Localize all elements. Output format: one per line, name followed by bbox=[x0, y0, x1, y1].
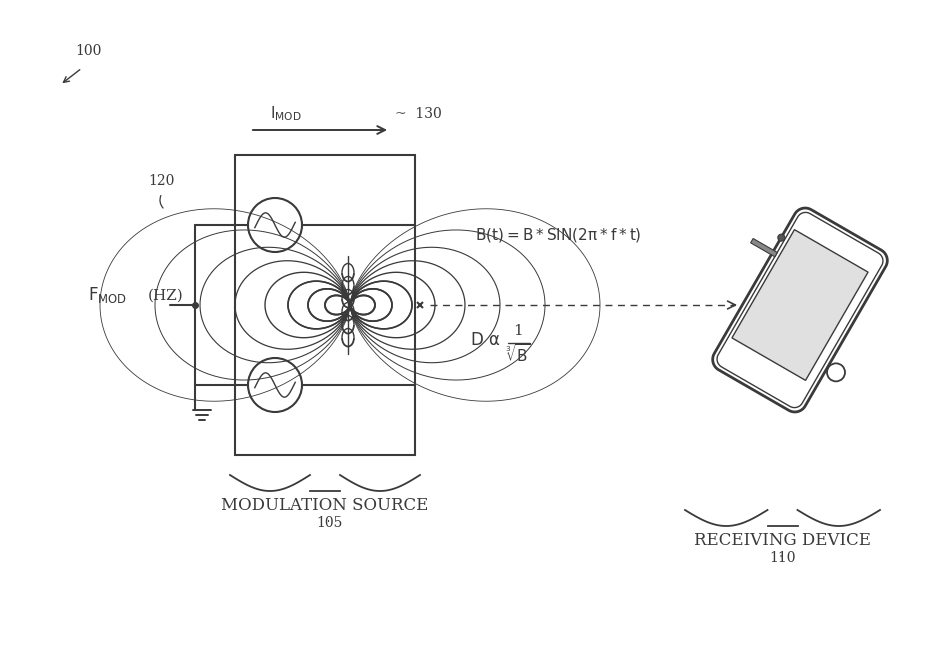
Circle shape bbox=[777, 234, 785, 241]
Polygon shape bbox=[751, 239, 777, 257]
Text: 105: 105 bbox=[317, 516, 343, 530]
Text: $\mathrm{D\ \alpha}$: $\mathrm{D\ \alpha}$ bbox=[470, 332, 500, 349]
Text: $\mathrm{I_{MOD}}$: $\mathrm{I_{MOD}}$ bbox=[270, 104, 302, 123]
Polygon shape bbox=[713, 208, 887, 412]
Bar bbox=[235, 155, 415, 455]
Text: $\mathrm{B(t) = B*SIN(2\pi*f*t)}$: $\mathrm{B(t) = B*SIN(2\pi*f*t)}$ bbox=[475, 226, 642, 245]
Polygon shape bbox=[732, 230, 868, 380]
Text: (HZ): (HZ) bbox=[148, 289, 183, 303]
Text: 120: 120 bbox=[148, 174, 175, 188]
Text: 100: 100 bbox=[75, 44, 102, 58]
Text: ~  130: ~ 130 bbox=[395, 107, 442, 121]
Text: 110: 110 bbox=[769, 551, 796, 565]
Text: MODULATION SOURCE: MODULATION SOURCE bbox=[221, 497, 429, 514]
Text: $\mathrm{\sqrt[3]{B}}$: $\mathrm{\sqrt[3]{B}}$ bbox=[505, 343, 531, 365]
Text: 1: 1 bbox=[513, 324, 523, 338]
Bar bbox=[235, 155, 415, 455]
Text: $\mathrm{F_{MOD}}$: $\mathrm{F_{MOD}}$ bbox=[88, 285, 127, 305]
Text: RECEIVING DEVICE: RECEIVING DEVICE bbox=[694, 532, 871, 549]
